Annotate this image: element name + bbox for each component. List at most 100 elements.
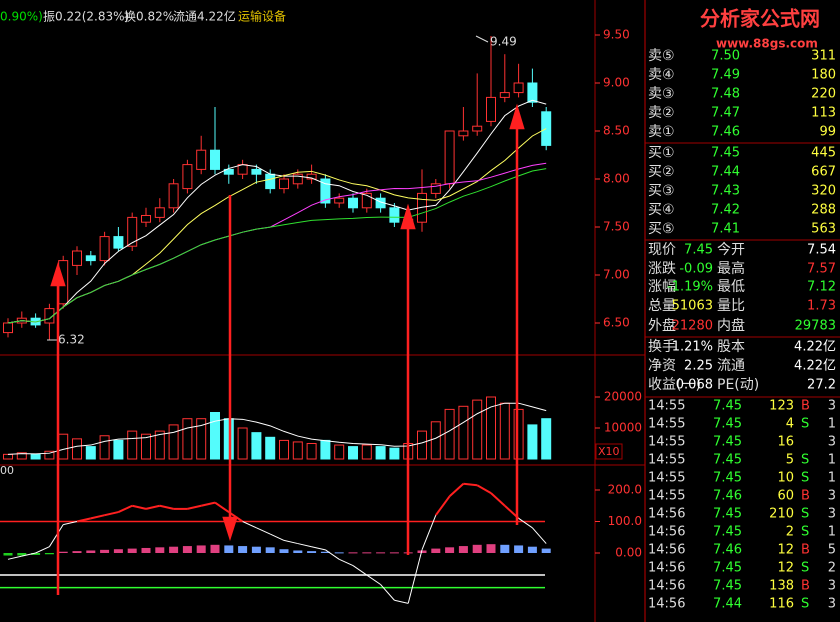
indicator-line xyxy=(490,492,506,507)
book-price: 7.50 xyxy=(711,49,740,64)
candle-body xyxy=(361,192,372,209)
book-price: 7.43 xyxy=(711,184,740,199)
stat-label: 最低 xyxy=(717,279,745,295)
price-tick-label: 6.50 xyxy=(603,316,630,330)
volume-bar xyxy=(306,443,317,460)
indicator-line xyxy=(434,495,451,516)
candle-body xyxy=(320,178,331,204)
stat-value: -0.09 xyxy=(679,262,713,277)
trade-count: 1 xyxy=(828,471,836,486)
trade-volume: 123 xyxy=(769,399,794,414)
stat-value: 21280 xyxy=(672,319,713,334)
trade-count: 1 xyxy=(828,417,836,432)
candle-body xyxy=(44,308,55,324)
indicator-bar xyxy=(334,552,344,554)
indicator-line xyxy=(214,501,230,513)
book-volume: 445 xyxy=(811,146,836,161)
indicator-line xyxy=(352,565,368,576)
candle-body xyxy=(237,164,248,175)
stat-value: 1.21% xyxy=(672,340,713,355)
indicator-line xyxy=(463,482,478,487)
indicator-bar xyxy=(31,553,41,555)
indicator-label: 00 xyxy=(0,464,14,477)
header-item: 换0.82% xyxy=(124,10,174,24)
trade-time: 14:55 xyxy=(648,471,685,486)
volume-bar xyxy=(348,446,358,460)
indicator-bar xyxy=(389,552,399,554)
book-price: 7.49 xyxy=(711,68,740,83)
trade-volume: 210 xyxy=(769,507,794,522)
price-tick-label: 8.50 xyxy=(603,124,630,138)
volume-bar xyxy=(527,424,538,460)
trade-volume: 10 xyxy=(777,471,794,486)
indicator-bar xyxy=(348,552,358,554)
candle-body xyxy=(472,125,483,132)
low-annotation: 6.32 xyxy=(58,333,85,347)
candle-body xyxy=(223,168,234,175)
book-volume: 288 xyxy=(811,203,836,218)
indicator-line xyxy=(63,521,78,526)
indicator-line xyxy=(269,533,285,541)
indicator-bar xyxy=(251,546,261,553)
trade-time: 14:56 xyxy=(648,525,685,540)
book-price: 7.45 xyxy=(711,146,740,161)
stat-value: 51063 xyxy=(672,299,713,314)
book-volume: 320 xyxy=(811,184,836,199)
indicator-line xyxy=(448,482,465,498)
trade-time: 14:55 xyxy=(648,399,685,414)
indicator-line xyxy=(366,574,381,585)
book-label: 卖③ xyxy=(648,86,675,102)
volume-bar xyxy=(375,446,386,460)
book-price: 7.47 xyxy=(711,106,740,121)
volume-bar xyxy=(389,447,400,460)
header-item: 振0.22(2.83%) xyxy=(43,10,129,24)
indicator-bar xyxy=(376,552,386,554)
volume-bar xyxy=(279,439,289,460)
volume-bar xyxy=(334,444,345,460)
book-label: 卖① xyxy=(648,124,675,140)
stat-label: 涨幅 xyxy=(648,279,676,295)
trade-price: 7.45 xyxy=(713,453,742,468)
indicator-line xyxy=(145,504,161,510)
indicator-bar xyxy=(238,546,248,553)
book-label: 买⑤ xyxy=(648,221,675,237)
indicator-bar xyxy=(500,544,510,553)
book-label: 买④ xyxy=(648,202,675,218)
trade-count: 3 xyxy=(828,579,836,594)
volume-bar xyxy=(168,424,179,460)
candle-body xyxy=(348,197,358,209)
indicator-bar xyxy=(458,546,468,553)
trade-time: 14:55 xyxy=(648,417,685,432)
indicator-bar xyxy=(541,548,551,553)
volume-bar xyxy=(513,408,524,460)
book-label: 买③ xyxy=(648,183,675,199)
candle-body xyxy=(72,250,82,266)
trade-volume: 138 xyxy=(769,579,794,594)
indicator-bar xyxy=(44,553,54,555)
volume-bar xyxy=(44,450,55,460)
candle-body xyxy=(389,207,400,223)
high-annotation: 9.49 xyxy=(490,35,517,49)
volume-bar xyxy=(361,444,372,460)
volume-average xyxy=(7,402,547,455)
candle-body xyxy=(430,183,441,194)
price-tick-label: 8.00 xyxy=(603,172,630,186)
trade-side: S xyxy=(801,471,809,486)
indicator-line xyxy=(394,599,409,604)
stat-label: 涨跌 xyxy=(648,261,676,277)
moving-average xyxy=(7,168,547,324)
stat-label: 股本 xyxy=(717,339,745,355)
trade-price: 7.45 xyxy=(713,471,742,486)
indicator-bar xyxy=(58,551,68,553)
volume-bar xyxy=(417,430,427,460)
trade-price: 7.45 xyxy=(713,399,742,414)
stat-value: 7.54 xyxy=(807,243,836,258)
trade-time: 14:56 xyxy=(648,597,685,612)
stat-value: 27.2 xyxy=(807,378,836,393)
indicator-line xyxy=(187,504,202,510)
trade-time: 14:55 xyxy=(648,435,685,450)
indicator-bar xyxy=(169,546,179,553)
trade-price: 7.45 xyxy=(713,417,742,432)
logo: 分析家公式网 www.88gs.com xyxy=(700,7,820,51)
